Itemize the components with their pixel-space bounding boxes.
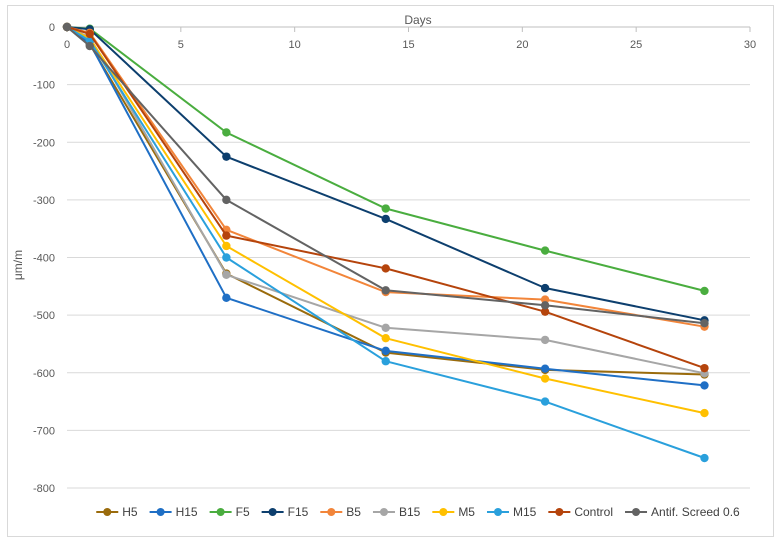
y-axis-title: μm/m	[11, 250, 25, 280]
series-line	[66, 26, 705, 292]
data-point	[540, 364, 550, 373]
series-m15	[62, 22, 709, 463]
y-tick-label: -300	[33, 195, 55, 207]
data-point	[222, 293, 231, 303]
legend-swatch-marker	[439, 508, 448, 516]
y-tick-label: -600	[33, 368, 55, 380]
data-point	[540, 374, 550, 383]
series-control	[62, 22, 709, 373]
gridlines	[67, 26, 750, 489]
data-point	[222, 152, 231, 161]
data-point	[62, 22, 72, 32]
series-line	[66, 26, 705, 325]
legend-swatch-marker	[327, 508, 336, 516]
data-point	[700, 381, 709, 390]
series-line	[66, 26, 705, 370]
series-line	[66, 26, 705, 459]
data-point	[381, 286, 390, 295]
data-point	[222, 253, 231, 262]
legend-item: Control	[548, 505, 613, 519]
data-point	[700, 363, 709, 373]
data-point	[540, 283, 550, 293]
data-point	[540, 295, 550, 304]
x-tick-label: 15	[402, 39, 414, 51]
series-line	[66, 26, 705, 415]
legend: H5 H15 F5 F15 B5 B15 M5 M15 Control Antif. Screed…	[96, 505, 740, 519]
data-point	[85, 29, 94, 39]
data-point	[85, 41, 94, 51]
series-line	[66, 26, 705, 322]
legend-label: M5	[458, 505, 475, 519]
x-tick-label: 25	[630, 39, 642, 51]
series-b5	[62, 22, 709, 331]
data-point	[381, 214, 390, 224]
y-tick-label: -100	[33, 80, 55, 92]
legend-item: F15	[261, 505, 309, 519]
legend-label: Control	[574, 505, 613, 519]
legend-label: B15	[399, 505, 421, 519]
legend-item: F5	[209, 505, 250, 519]
data-point	[700, 453, 709, 463]
legend-swatch-marker	[379, 508, 388, 516]
legend-item: M15	[486, 505, 537, 519]
data-point	[381, 357, 390, 366]
data-point	[222, 195, 231, 205]
legend-swatch-marker	[555, 508, 564, 516]
legend-label: F5	[236, 505, 250, 519]
x-tick-label: 0	[64, 39, 70, 51]
legend-swatch-marker	[632, 508, 641, 516]
data-point	[381, 264, 390, 273]
data-point	[540, 246, 550, 255]
x-tick-label: 5	[178, 39, 184, 51]
y-tick-label: -700	[33, 425, 55, 437]
chart-frame	[7, 5, 774, 537]
legend-swatch-marker	[103, 508, 112, 516]
data-point	[381, 323, 390, 333]
data-point	[222, 241, 231, 251]
y-tick-label: -500	[33, 310, 55, 322]
legend-swatch-marker	[268, 508, 277, 516]
legend-label: H5	[122, 505, 138, 519]
series-group	[62, 22, 709, 463]
data-point	[700, 286, 709, 296]
legend-item: Antif. Screed 0.6	[625, 505, 740, 519]
data-point	[540, 307, 550, 316]
data-point	[540, 301, 550, 310]
x-tick-label: 20	[516, 39, 528, 51]
legend-label: B5	[346, 505, 361, 519]
series-antif-screed-0-6	[62, 22, 709, 328]
legend-swatch-marker	[156, 508, 165, 516]
data-point	[381, 346, 390, 356]
data-point	[381, 333, 390, 343]
data-point	[222, 231, 231, 240]
y-tick-label: 0	[49, 22, 55, 34]
x-tick-label: 30	[744, 39, 756, 51]
legend-label: Antif. Screed 0.6	[651, 505, 740, 519]
legend-label: H15	[176, 505, 198, 519]
y-tick-label: -200	[33, 137, 55, 149]
legend-swatch-marker	[216, 508, 225, 516]
x-axis-title: Days	[404, 13, 431, 27]
data-point	[381, 204, 390, 213]
x-tick-label: 10	[289, 39, 301, 51]
legend-item: M5	[432, 505, 475, 519]
y-tick-label: -800	[33, 483, 55, 495]
legend-item: H5	[96, 505, 138, 519]
legend-label: M15	[513, 505, 537, 519]
data-point	[700, 408, 709, 418]
legend-swatch-marker	[493, 508, 502, 516]
data-point	[700, 318, 709, 328]
axes: 0 -100 -200 -300 -400 -500 -600 -700 -800 0 5 10 15 2…	[33, 22, 756, 495]
legend-item: B15	[372, 505, 421, 519]
data-point	[222, 128, 231, 137]
legend-item: B5	[320, 505, 361, 519]
legend-label: F15	[288, 505, 309, 519]
y-tick-label: -400	[33, 253, 55, 265]
legend-item: H15	[149, 505, 198, 519]
data-point	[222, 270, 231, 279]
data-point	[540, 397, 550, 406]
data-point	[540, 335, 550, 345]
series-line	[66, 26, 705, 376]
